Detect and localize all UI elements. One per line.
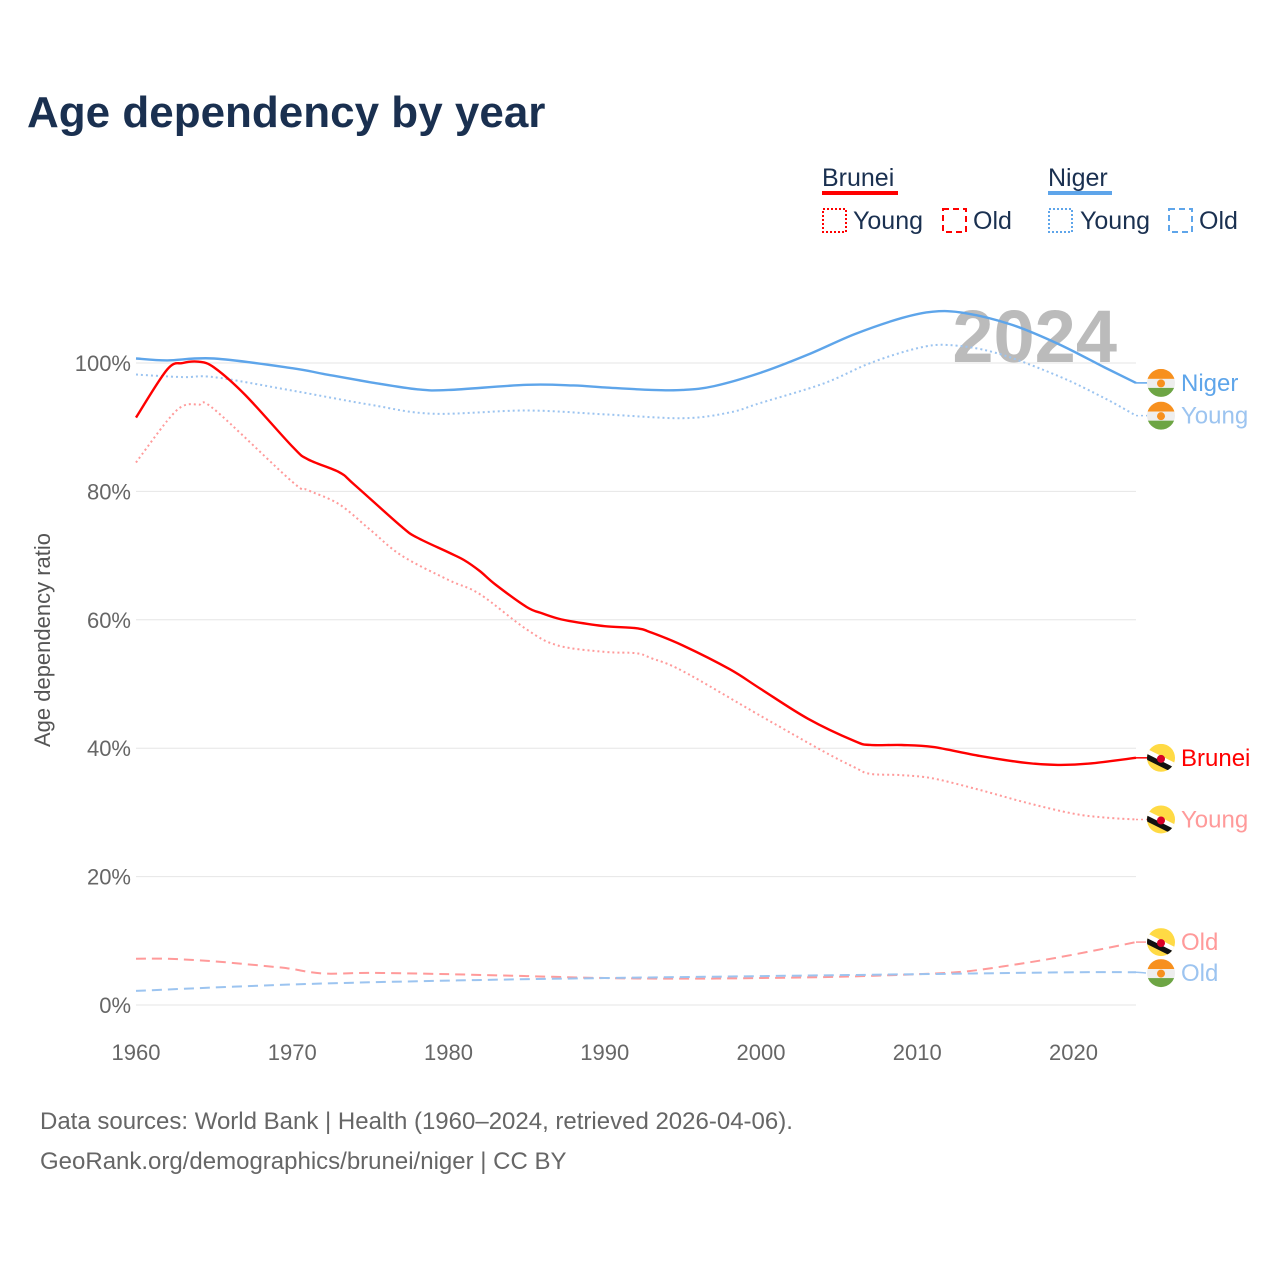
legend-niger-young-swatch <box>1048 208 1073 233</box>
legend-niger-young[interactable]: Young <box>1080 207 1150 235</box>
footer-sources: Data sources: World Bank | Health (1960–… <box>40 1108 793 1135</box>
series-line-niger-old[interactable] <box>135 971 1137 992</box>
legend-niger-old[interactable]: Old <box>1199 207 1238 235</box>
end-label-niger: Niger <box>1181 370 1238 397</box>
end-label-niger-old: Old <box>1181 960 1218 987</box>
x-tick-label: 1980 <box>424 1040 473 1065</box>
legend-brunei-old[interactable]: Old <box>973 207 1012 235</box>
page-title: Age dependency by year <box>27 88 546 137</box>
brunei-flag-icon <box>1147 928 1175 957</box>
x-tick-label: 1970 <box>268 1040 317 1065</box>
y-tick-label: 80% <box>87 479 131 504</box>
niger-flag-icon <box>1147 368 1175 397</box>
legend-niger-swatch <box>1048 191 1112 195</box>
x-tick-label: 2000 <box>737 1040 786 1065</box>
y-tick-label: 40% <box>87 736 131 761</box>
x-tick-label: 1960 <box>112 1040 161 1065</box>
legend-brunei-young[interactable]: Young <box>853 207 923 235</box>
niger-flag-icon <box>1147 959 1175 988</box>
end-label-niger-young: Young <box>1181 403 1248 430</box>
legend-group-brunei[interactable]: Brunei <box>822 164 894 192</box>
legend-group-niger[interactable]: Niger <box>1048 164 1108 192</box>
niger-flag-icon <box>1147 401 1175 430</box>
legend-brunei-swatch <box>822 191 898 195</box>
x-tick-label: 2010 <box>893 1040 942 1065</box>
end-label-brunei: Brunei <box>1181 745 1250 772</box>
y-axis-label: Age dependency ratio <box>30 533 55 747</box>
brunei-flag-icon <box>1147 805 1175 834</box>
series-line-niger[interactable] <box>135 309 1137 392</box>
y-tick-label: 60% <box>87 608 131 633</box>
legend-niger-old-swatch <box>1168 208 1193 233</box>
year-overlay: 2024 <box>952 295 1117 378</box>
x-tick-label: 1990 <box>580 1040 629 1065</box>
legend: Brunei Young Old Niger Young Old <box>822 164 1238 235</box>
series-line-niger-young[interactable] <box>135 343 1137 420</box>
legend-brunei-old-swatch <box>942 208 967 233</box>
series-line-brunei[interactable] <box>134 360 1137 767</box>
end-label-brunei-young: Young <box>1181 806 1248 833</box>
y-tick-label: 0% <box>99 993 131 1018</box>
y-tick-label: 20% <box>87 865 131 890</box>
brunei-flag-icon <box>1147 743 1175 772</box>
y-tick-label: 100% <box>75 351 131 376</box>
legend-brunei-young-swatch <box>822 208 847 233</box>
end-label-brunei-old: Old <box>1181 929 1218 956</box>
footer-link[interactable]: GeoRank.org/demographics/brunei/niger | … <box>40 1148 567 1175</box>
x-tick-label: 2020 <box>1049 1040 1098 1065</box>
label-connector <box>1135 971 1149 974</box>
